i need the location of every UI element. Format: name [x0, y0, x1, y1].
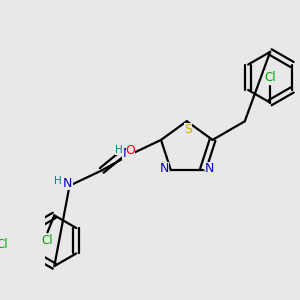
Text: Cl: Cl	[264, 71, 276, 84]
Text: O: O	[126, 144, 136, 157]
Text: S: S	[184, 123, 193, 136]
Text: Cl: Cl	[42, 234, 53, 247]
Text: Cl: Cl	[0, 238, 8, 251]
Text: N: N	[205, 162, 214, 175]
Text: N: N	[159, 162, 169, 175]
Text: N: N	[122, 147, 132, 160]
Text: N: N	[63, 178, 73, 190]
Text: H: H	[115, 145, 122, 155]
Text: H: H	[54, 176, 61, 186]
